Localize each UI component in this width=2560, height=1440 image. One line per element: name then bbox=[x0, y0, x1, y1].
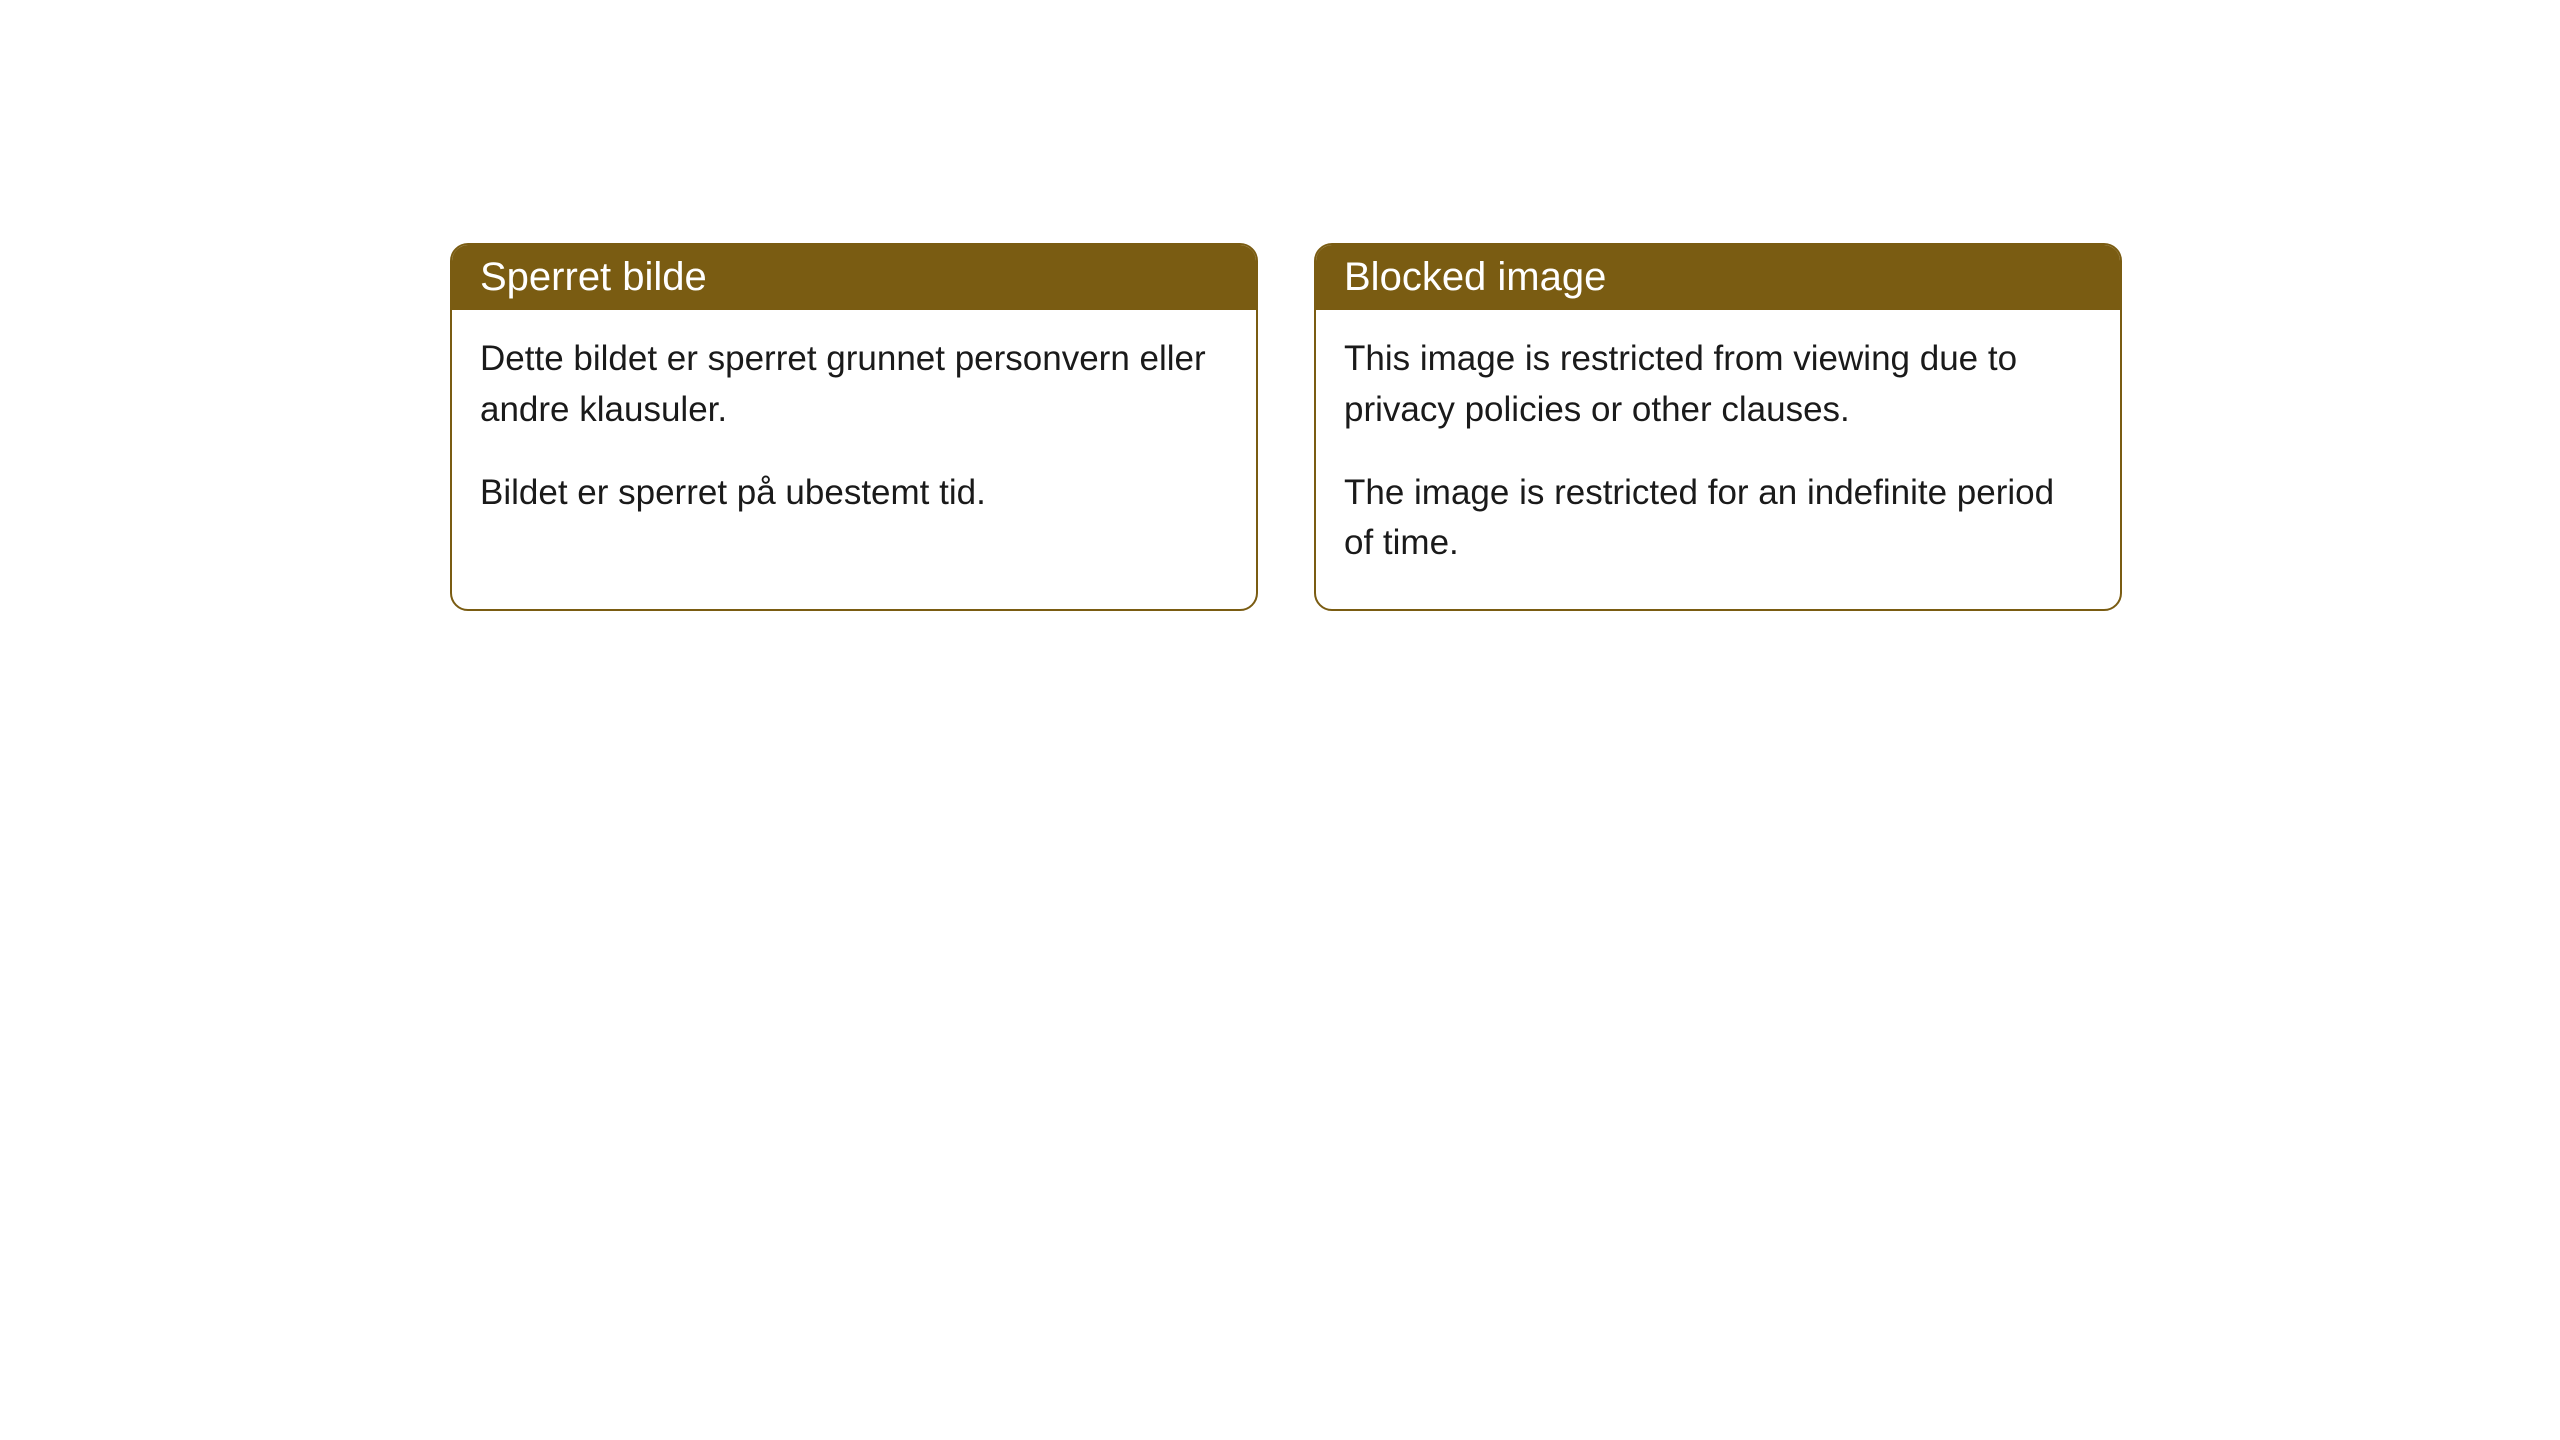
card-title: Blocked image bbox=[1344, 255, 1606, 299]
notice-card-norwegian: Sperret bilde Dette bildet er sperret gr… bbox=[450, 243, 1258, 611]
card-paragraph: Dette bildet er sperret grunnet personve… bbox=[480, 334, 1228, 436]
notice-cards-container: Sperret bilde Dette bildet er sperret gr… bbox=[450, 243, 2122, 611]
card-paragraph: Bildet er sperret på ubestemt tid. bbox=[480, 468, 1228, 519]
notice-card-english: Blocked image This image is restricted f… bbox=[1314, 243, 2122, 611]
card-paragraph: This image is restricted from viewing du… bbox=[1344, 334, 2092, 436]
card-paragraph: The image is restricted for an indefinit… bbox=[1344, 468, 2092, 570]
card-body: This image is restricted from viewing du… bbox=[1316, 310, 2120, 609]
card-title: Sperret bilde bbox=[480, 255, 707, 299]
card-body: Dette bildet er sperret grunnet personve… bbox=[452, 310, 1256, 558]
card-header: Sperret bilde bbox=[452, 245, 1256, 310]
card-header: Blocked image bbox=[1316, 245, 2120, 310]
